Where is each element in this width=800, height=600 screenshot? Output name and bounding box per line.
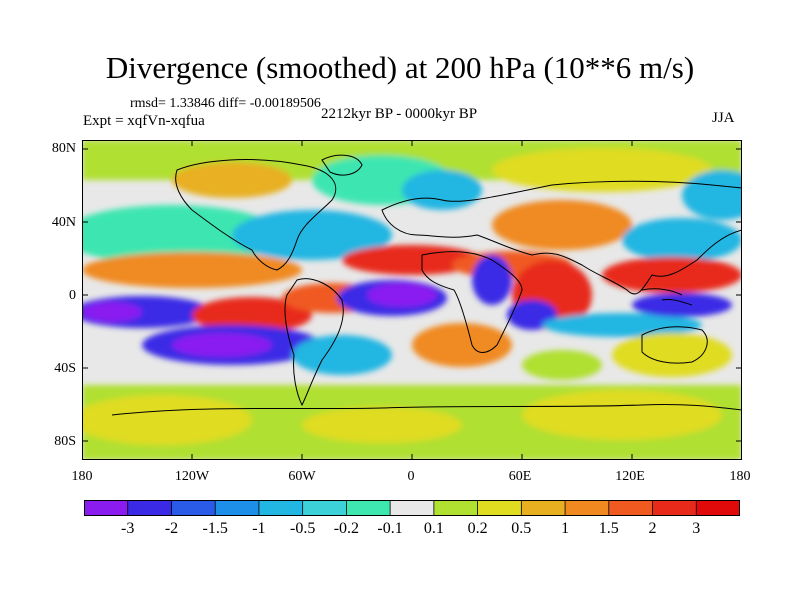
colorbar-swatches <box>84 500 740 516</box>
x-tick-120e: 120E <box>615 469 645 484</box>
colorbar-frame <box>84 500 740 516</box>
colorbar-label: 1 <box>561 520 570 537</box>
colorbar-swatch <box>345 500 392 516</box>
x-tick-120w: 120W <box>174 469 210 484</box>
field-patches <box>82 140 742 460</box>
colorbar-label: -0.2 <box>333 520 360 537</box>
y-tick-40s: 40S <box>54 361 76 376</box>
x-tick-180e: 180 <box>729 469 751 484</box>
colorbar-swatch <box>433 500 479 516</box>
y-tick-80s: 80S <box>54 434 76 449</box>
colorbar-swatch <box>171 500 217 516</box>
x-tick-180w: 180 <box>71 469 93 484</box>
colorbar-swatch <box>302 500 348 516</box>
colorbar-swatch <box>258 500 304 516</box>
x-tick-60e: 60E <box>508 469 532 484</box>
axis-ticks <box>82 140 742 460</box>
colorbar-label: 1.5 <box>598 520 619 537</box>
colorbar-swatch <box>84 500 129 516</box>
colorbar-swatch <box>695 500 740 516</box>
x-tick-0: 0 <box>407 469 415 484</box>
colorbar-label: 0.1 <box>423 520 444 537</box>
colorbar-label: 3 <box>692 520 701 537</box>
colorbar-label: -0.5 <box>290 520 316 537</box>
colorbar-label: -2 <box>164 520 179 537</box>
colorbar-swatch <box>652 500 698 516</box>
colorbar-swatch <box>520 500 566 516</box>
field-layer <box>82 140 742 460</box>
colorbar-label: -3 <box>121 520 135 537</box>
divergence-map <box>82 140 742 460</box>
experiment-label: Expt = xqfVn-xqfua <box>83 113 205 129</box>
colorbar-swatch <box>477 500 523 516</box>
coastlines <box>111 154 742 416</box>
stats-text: rmsd= 1.33846 diff= -0.00189506 <box>130 96 321 111</box>
colorbar-swatch <box>214 500 260 516</box>
colorbar-swatch <box>564 500 610 516</box>
colorbar-swatch <box>608 500 654 516</box>
colorbar-label: -1 <box>252 520 266 537</box>
plot-title: Divergence (smoothed) at 200 hPa (10**6 … <box>105 50 695 85</box>
colorbar-label: 0.2 <box>467 520 488 537</box>
colorbar-label: 0.5 <box>511 520 532 537</box>
season-label: JJA <box>712 110 735 126</box>
y-tick-0: 0 <box>69 288 76 303</box>
y-tick-40n: 40N <box>51 215 76 230</box>
x-tick-60w: 60W <box>288 469 316 484</box>
colorbar-swatch <box>127 500 173 516</box>
y-tick-80n: 80N <box>51 141 76 156</box>
period-label: 2212kyr BP - 0000kyr BP <box>321 106 478 122</box>
colorbar <box>84 500 740 516</box>
colorbar-swatch <box>389 500 435 516</box>
colorbar-label: -1.5 <box>202 520 228 537</box>
colorbar-label: -0.1 <box>377 520 403 537</box>
colorbar-label: 2 <box>648 520 657 537</box>
